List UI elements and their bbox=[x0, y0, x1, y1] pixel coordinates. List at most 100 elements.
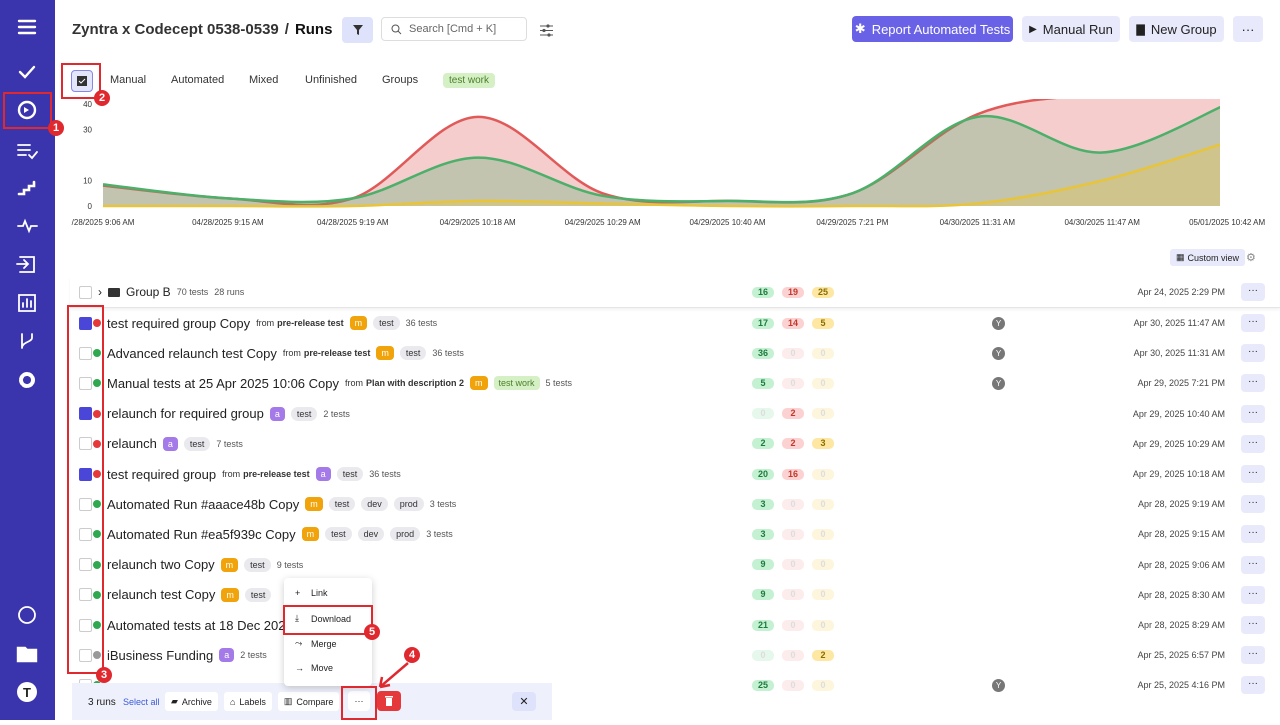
settings-icon[interactable] bbox=[19, 372, 35, 388]
count: 0 bbox=[812, 559, 834, 571]
row-more[interactable]: ··· bbox=[1241, 676, 1265, 695]
tab[interactable]: Groups bbox=[382, 74, 419, 86]
tab[interactable]: Unfinished bbox=[305, 74, 357, 86]
run-title[interactable]: iBusiness Funding bbox=[107, 647, 214, 663]
tab[interactable]: Automated bbox=[171, 74, 225, 86]
run-title[interactable]: relaunch for required group bbox=[107, 406, 264, 422]
bulk-more[interactable]: ··· bbox=[348, 691, 370, 711]
menu-item[interactable]: ⤳ Merge bbox=[295, 638, 337, 649]
tab[interactable]: Manual bbox=[110, 74, 147, 86]
view-settings[interactable]: ⚙ bbox=[1246, 252, 1256, 264]
row-more[interactable]: ··· bbox=[1241, 434, 1265, 453]
run-title[interactable]: Automated Run #aaace48b Copy bbox=[107, 496, 300, 512]
label-tab[interactable]: test work bbox=[443, 73, 496, 88]
context-menu: + Link ⤓ Download ⤳ Merge → Move bbox=[284, 578, 372, 686]
more-button[interactable]: ··· bbox=[1233, 16, 1263, 42]
checkbox[interactable] bbox=[79, 618, 92, 632]
row-more[interactable]: ··· bbox=[1241, 283, 1265, 301]
analytics-icon[interactable] bbox=[18, 294, 36, 312]
checkbox[interactable] bbox=[79, 376, 92, 390]
count: 0 bbox=[812, 619, 834, 631]
checkbox[interactable] bbox=[79, 437, 92, 451]
checkbox[interactable] bbox=[79, 648, 92, 662]
annotation: 4 bbox=[404, 647, 420, 663]
run-row: relaunch for required group a test 2 tests 0… bbox=[70, 399, 1280, 429]
row-more[interactable]: ··· bbox=[1241, 555, 1265, 574]
count: 9 bbox=[752, 559, 774, 571]
checkbox[interactable] bbox=[79, 285, 92, 299]
row-more[interactable]: ··· bbox=[1241, 344, 1265, 363]
row-more[interactable]: ··· bbox=[1241, 495, 1265, 514]
delete-button[interactable] bbox=[377, 691, 401, 711]
report-button[interactable]: ✱ Report Automated Tests bbox=[852, 16, 1013, 42]
steps-icon[interactable] bbox=[17, 180, 36, 196]
checkbox[interactable] bbox=[79, 527, 92, 541]
branch-icon[interactable] bbox=[21, 333, 33, 349]
run-title[interactable]: Automated tests at 18 Dec 2024 12 bbox=[107, 617, 311, 633]
tag: prod bbox=[390, 527, 421, 542]
close-bar[interactable]: ✕ bbox=[512, 692, 536, 711]
new-group-button[interactable]: ▇ New Group bbox=[1129, 16, 1224, 42]
run-title[interactable]: test required group bbox=[107, 466, 217, 482]
projects-icon[interactable] bbox=[16, 646, 38, 663]
run-title[interactable]: relaunch test Copy bbox=[107, 587, 216, 603]
row-more[interactable]: ··· bbox=[1241, 525, 1265, 544]
run-title[interactable]: test required group Copy bbox=[107, 315, 251, 331]
manual-run-button[interactable]: ▶ Manual Run bbox=[1022, 16, 1120, 42]
menu-item[interactable]: + Link bbox=[295, 588, 328, 598]
checkbox[interactable] bbox=[79, 407, 92, 421]
bulk-action[interactable]: ▰ Archive bbox=[165, 692, 218, 711]
source-name: pre-release test bbox=[303, 348, 371, 359]
plans-icon[interactable] bbox=[17, 144, 38, 160]
filter-button[interactable] bbox=[342, 17, 373, 43]
status-icon bbox=[93, 530, 101, 539]
menu-item[interactable]: ⤓ Download bbox=[295, 613, 351, 624]
row-more[interactable]: ··· bbox=[1241, 585, 1265, 604]
tests-icon[interactable] bbox=[18, 65, 36, 79]
row-more[interactable]: ··· bbox=[1241, 374, 1265, 393]
select-all[interactable]: Select all bbox=[123, 697, 160, 707]
checkbox[interactable] bbox=[79, 558, 92, 572]
run-title[interactable]: Advanced relaunch test Copy bbox=[107, 345, 277, 361]
checkbox[interactable] bbox=[79, 467, 92, 481]
avatar: Y bbox=[992, 316, 1005, 330]
multi-select-toggle[interactable] bbox=[71, 70, 93, 92]
tab[interactable]: Mixed bbox=[249, 74, 279, 86]
run-title[interactable]: relaunch two Copy bbox=[107, 557, 215, 573]
help-icon[interactable] bbox=[18, 606, 36, 624]
runs-icon[interactable] bbox=[17, 100, 37, 120]
import-icon[interactable] bbox=[16, 256, 35, 273]
row-more[interactable]: ··· bbox=[1241, 404, 1265, 423]
menu-item[interactable]: → Move bbox=[295, 663, 333, 673]
avatar[interactable] bbox=[17, 682, 37, 702]
row-more[interactable]: ··· bbox=[1241, 646, 1265, 665]
row-more[interactable]: ··· bbox=[1241, 314, 1265, 332]
settings-sliders[interactable] bbox=[540, 24, 553, 37]
bulk-action[interactable]: ▥ Compare bbox=[277, 692, 340, 711]
run-title[interactable]: Manual tests at 25 Apr 2025 10:06 Copy bbox=[107, 375, 339, 391]
search-box[interactable]: Search [Cmd + K] bbox=[381, 17, 527, 41]
custom-view-button[interactable]: ▦ Custom view bbox=[1170, 249, 1246, 266]
expand[interactable]: › bbox=[98, 285, 102, 299]
checkbox[interactable] bbox=[79, 346, 92, 360]
run-title[interactable]: Automated Run #ea5f939c Copy bbox=[107, 526, 296, 542]
checkbox[interactable] bbox=[79, 497, 92, 511]
status-icon bbox=[93, 349, 101, 358]
group-name[interactable]: Group B bbox=[126, 285, 171, 299]
y-tick-label: 10 bbox=[83, 177, 92, 186]
row-more[interactable]: ··· bbox=[1241, 465, 1265, 483]
checkbox[interactable] bbox=[79, 588, 92, 602]
button-label: Custom view bbox=[1187, 252, 1240, 263]
row-more[interactable]: ··· bbox=[1241, 616, 1265, 634]
chart-plot bbox=[102, 99, 1220, 208]
run-row: Manual tests at 25 Apr 2025 10:06 Copy fr… bbox=[70, 368, 1280, 398]
source-name: Plan with description 2 bbox=[366, 378, 465, 389]
checkbox[interactable] bbox=[79, 316, 92, 330]
run-title[interactable]: relaunch bbox=[107, 436, 157, 452]
tag: dev bbox=[361, 497, 388, 512]
bulk-action[interactable]: ⌂ Labels bbox=[223, 692, 272, 711]
menu-icon[interactable] bbox=[17, 19, 37, 35]
y-tick-label: 30 bbox=[83, 126, 92, 135]
project-name[interactable]: Zyntra x Codecept 0538-0539 bbox=[72, 21, 279, 38]
pulse-icon[interactable] bbox=[17, 218, 38, 234]
